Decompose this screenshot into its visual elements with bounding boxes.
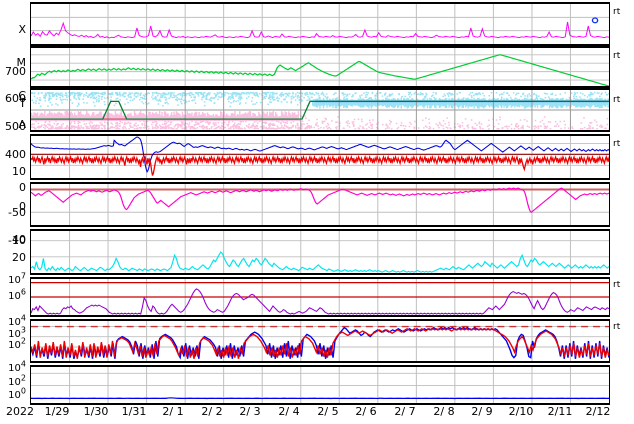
panel-dst-plot — [31, 184, 609, 225]
scatter-cloud-high — [31, 91, 609, 109]
xtick-14: 2/12 — [585, 405, 611, 418]
ylabel-panel-neutron-1e2: 102 — [8, 373, 26, 388]
right-label-panel3: rt — [613, 96, 621, 105]
xtick-6: 2/ 4 — [278, 405, 300, 418]
panel-imf-plot — [31, 136, 609, 178]
xtick-12: 2/10 — [508, 405, 534, 418]
xtick-13: 2/11 — [547, 405, 573, 418]
grid-lines — [31, 4, 609, 44]
ylabel-panel-proton-1e3: 103 — [8, 325, 26, 340]
ylabel-panel-dst-0: 0 — [19, 181, 26, 194]
scatter-cloud-low — [31, 110, 609, 130]
panel-ap-plot — [31, 231, 609, 273]
xtick-5: 2/ 3 — [239, 405, 261, 418]
right-label-panel7: rt — [613, 281, 621, 290]
panel-geomag-level — [30, 88, 610, 132]
xtick-1: 1/30 — [83, 405, 109, 418]
series-xray-long — [31, 21, 609, 39]
panel-imf-bz-bt — [30, 134, 610, 180]
series-proton-red — [31, 328, 609, 359]
xtick-9: 2/ 7 — [394, 405, 416, 418]
xtick-3: 2/ 1 — [162, 405, 184, 418]
panel-solar-wind-plot — [31, 48, 609, 86]
xtick-2: 1/31 — [121, 405, 147, 418]
xtick-4: 2/ 2 — [201, 405, 223, 418]
series-level-transition — [31, 100, 609, 120]
xtick-10: 2/ 8 — [433, 405, 455, 418]
right-label-panel4: rt — [613, 140, 621, 149]
series-dst — [31, 187, 609, 213]
series-bz — [31, 154, 609, 176]
right-label-panel2: rt — [613, 52, 621, 61]
ylabel-panel-electron-1e7: 107 — [8, 271, 26, 286]
panel-neutron-plot — [31, 367, 609, 403]
ylabel-panel-neutron-1e0: 100 — [8, 386, 26, 401]
series-solar-wind-speed — [31, 54, 609, 86]
series-electron-flux — [31, 288, 609, 315]
xtick-11: 2/ 9 — [471, 405, 493, 418]
ylabel-panel-imf: 10 0 -10 — [8, 165, 26, 247]
right-label-panel8: rt — [613, 323, 621, 332]
panel-solar-wind-speed — [30, 46, 610, 88]
xtick-7: 2/ 5 — [317, 405, 339, 418]
panel-xray-flux-plot — [31, 4, 609, 44]
ylabel-panel-proton-1e2: 102 — [8, 336, 26, 351]
ylabel-panel-geomag-T: T — [19, 97, 26, 110]
panel-neutron-monitor — [30, 365, 610, 405]
grid-lines — [31, 90, 609, 130]
xtick-8: 2/ 6 — [355, 405, 377, 418]
grid-lines — [31, 48, 609, 86]
flare-marker — [591, 17, 599, 24]
panel-dst-index — [30, 182, 610, 227]
panel-geomag-level-plot — [31, 90, 609, 130]
panel-proton-flux — [30, 319, 610, 363]
series-proton-blue — [31, 326, 609, 360]
ylabel-panel-electron-1e6: 106 — [8, 287, 26, 302]
ylabel-panel-neutron-1e4: 104 — [8, 359, 26, 374]
panel-xray-flux — [30, 2, 610, 46]
ylabel-panel-ap-40: 40 — [12, 233, 26, 246]
grid-lines — [31, 231, 609, 273]
ylabel-panel-dst-50: -50 — [8, 206, 26, 219]
panel-electron-plot — [31, 279, 609, 315]
ylabel-panel-ap-20: 20 — [12, 251, 26, 264]
grid-lines — [31, 367, 609, 403]
series-bt — [31, 136, 609, 174]
ylabel-panel-proton-1e4: 104 — [8, 313, 26, 328]
panel-ap-index — [30, 229, 610, 275]
series-ap-index — [31, 251, 609, 273]
ylabel-panel-geomag-A: A — [18, 118, 26, 131]
panel-electron-flux — [30, 277, 610, 317]
ylabel-panel-xray: X M C — [16, 23, 27, 102]
series-neutron-baseline — [31, 397, 609, 400]
xtick-year: 2022 — [6, 405, 34, 418]
ylabel-panel-wind: 700 600 500 400 — [5, 64, 26, 162]
right-label-panel1: rt — [613, 8, 621, 17]
xtick-0: 1/29 — [44, 405, 70, 418]
panel-proton-plot — [31, 321, 609, 361]
